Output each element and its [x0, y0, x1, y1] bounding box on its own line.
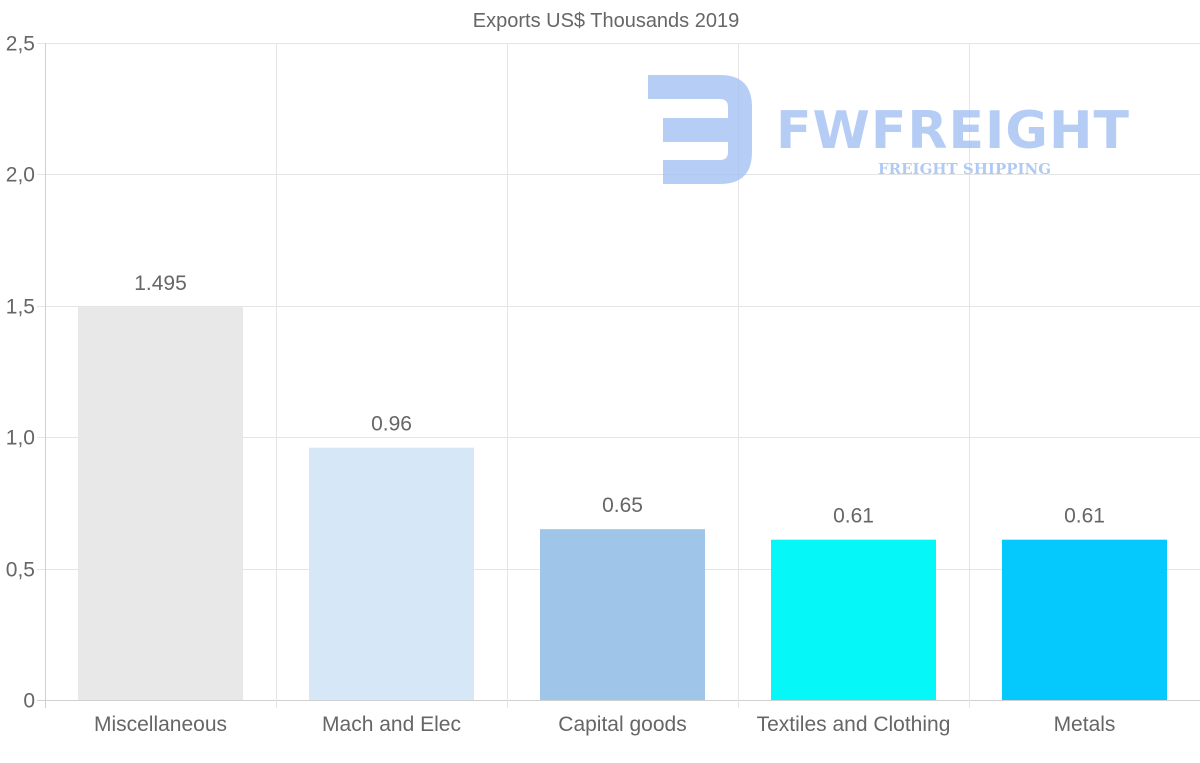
- y-tick-label: 2,5: [6, 33, 35, 56]
- data-label: 0.61: [1064, 505, 1105, 528]
- labels-layer: 1.495 Miscellaneous 0.96 Mach and Elec 0.65 C…: [94, 272, 1115, 736]
- x-tick-label: Textiles and Clothing: [757, 713, 951, 736]
- y-tick-label: 0: [23, 690, 35, 713]
- y-tick-label: 1,5: [6, 296, 35, 319]
- y-tick-label: 0,5: [6, 559, 35, 582]
- data-label: 1.495: [134, 272, 187, 295]
- y-tick-label: 1,0: [6, 427, 35, 450]
- x-tick-label: Metals: [1054, 713, 1116, 736]
- bar[interactable]: [771, 539, 936, 700]
- chart-title: Exports US$ Thousands 2019: [473, 10, 739, 32]
- watermark-brand: FWFREIGHT: [776, 101, 1130, 161]
- watermark-tagline: FREIGHT SHIPPING: [878, 160, 1051, 178]
- x-tick-label: Mach and Elec: [322, 713, 461, 736]
- bar[interactable]: [78, 307, 243, 700]
- data-label: 0.61: [833, 505, 874, 528]
- bar[interactable]: [540, 529, 705, 700]
- fw-logo-icon: [648, 75, 752, 184]
- y-tick-label: 2,0: [6, 164, 35, 187]
- watermark-logo: FWFREIGHT FREIGHT SHIPPING: [648, 75, 1130, 184]
- bar[interactable]: [1002, 539, 1167, 700]
- bars-layer: [78, 307, 1167, 700]
- grid-layer: 0 0,5 1,0 1,5 2,0 2,5: [6, 33, 1200, 713]
- bar[interactable]: [309, 447, 474, 700]
- data-label: 0.96: [371, 413, 412, 436]
- x-tick-label: Miscellaneous: [94, 713, 227, 736]
- x-tick-label: Capital goods: [558, 713, 686, 736]
- data-label: 0.65: [602, 494, 643, 517]
